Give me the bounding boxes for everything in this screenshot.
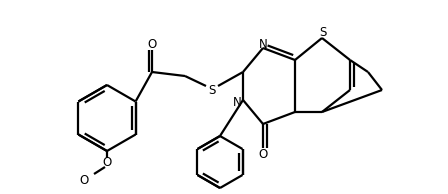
Text: N: N: [233, 95, 241, 108]
Text: S: S: [208, 83, 215, 96]
Text: O: O: [147, 37, 157, 50]
Text: O: O: [103, 156, 112, 169]
Text: O: O: [258, 147, 267, 160]
Text: O: O: [79, 174, 89, 187]
Text: N: N: [258, 37, 267, 50]
Text: S: S: [319, 27, 327, 40]
